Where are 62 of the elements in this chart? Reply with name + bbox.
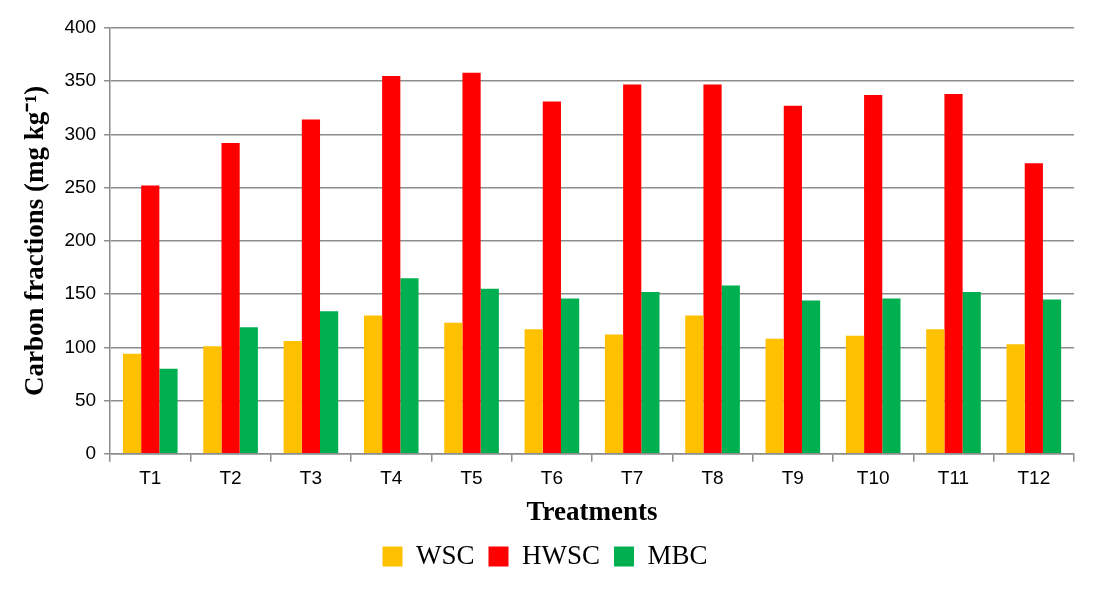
bar (926, 329, 945, 454)
y-tick-label: 50 (74, 388, 97, 410)
bar (783, 105, 802, 454)
x-tick-label: T2 (219, 467, 242, 489)
bar (462, 72, 481, 454)
x-tick-label: T12 (1017, 467, 1051, 489)
x-tick-label: T3 (299, 467, 323, 489)
bar (283, 340, 302, 454)
x-tick-label: T1 (139, 467, 162, 489)
x-tick-label: T8 (701, 467, 724, 489)
bar (382, 75, 401, 454)
x-tick-label: T9 (781, 467, 804, 489)
bar (203, 346, 222, 454)
bar (623, 84, 642, 454)
bar (400, 278, 419, 454)
bar (721, 285, 740, 454)
bar (524, 329, 543, 454)
legend-label: WSC (415, 539, 475, 570)
bar (944, 94, 963, 454)
y-tick-label: 200 (64, 229, 97, 251)
bar (444, 322, 463, 454)
y-tick-label: 400 (64, 16, 97, 38)
y-axis-title: Carbon fractions (mg kg⁻¹) (19, 85, 50, 397)
bar (542, 101, 561, 454)
x-tick-label: T7 (621, 467, 644, 489)
bar (239, 327, 258, 454)
x-tick-label: T5 (460, 467, 483, 489)
y-tick-label: 0 (85, 442, 97, 464)
x-tick-label: T11 (937, 467, 970, 489)
legend-label: MBC (647, 539, 708, 570)
bar (480, 288, 499, 454)
x-tick-label: T6 (540, 467, 563, 489)
bar (1006, 344, 1025, 454)
bar (641, 292, 660, 454)
y-tick-label: 100 (64, 335, 97, 357)
bar (604, 334, 624, 454)
bar (221, 142, 240, 454)
bar (159, 368, 178, 454)
bar (560, 298, 580, 454)
bar (320, 311, 339, 454)
y-tick-label: 150 (64, 282, 97, 304)
bar (703, 84, 722, 454)
bar (122, 353, 142, 454)
y-tick-label: 350 (64, 69, 97, 91)
x-tick-label: T4 (380, 467, 403, 489)
bar (864, 95, 883, 454)
x-tick-label: T10 (856, 467, 890, 489)
bar (765, 338, 784, 454)
bar (363, 315, 383, 454)
bar (301, 119, 321, 454)
y-tick-label: 300 (64, 122, 97, 144)
bar (962, 292, 981, 454)
legend-label: HWSC (521, 539, 600, 570)
x-axis-title: Treatments (526, 495, 658, 526)
bar (882, 298, 901, 454)
bar (845, 335, 865, 454)
bar (685, 315, 704, 454)
bar (141, 185, 160, 454)
y-tick-label: 250 (64, 175, 97, 197)
bar (1042, 299, 1062, 454)
bar (1024, 163, 1043, 454)
bar (801, 300, 821, 454)
